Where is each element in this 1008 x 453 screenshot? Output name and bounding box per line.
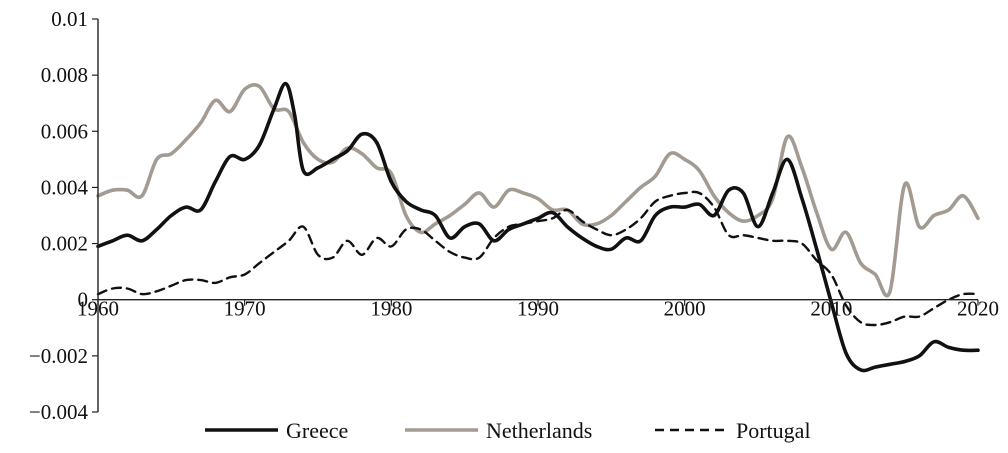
y-tick-label: 0.006 bbox=[41, 119, 88, 143]
y-tick-label: 0 bbox=[78, 288, 89, 312]
x-tick-label: 1980 bbox=[370, 297, 412, 321]
x-tick-label: 1990 bbox=[517, 297, 559, 321]
legend-label-greece: Greece bbox=[286, 418, 348, 443]
y-tick-label: 0.002 bbox=[41, 232, 88, 256]
legend-label-portugal: Portugal bbox=[736, 418, 811, 443]
series-line-portugal bbox=[96, 190, 980, 327]
legend: Greece Netherlands Portugal bbox=[205, 418, 811, 443]
legend-item-portugal: Portugal bbox=[655, 418, 811, 443]
series-layer bbox=[96, 81, 980, 373]
x-tick-label: 2010 bbox=[810, 297, 852, 321]
y-tick-label: 0.004 bbox=[41, 175, 89, 199]
y-tick-label: 0.008 bbox=[41, 63, 88, 87]
series-line-netherlands bbox=[96, 82, 980, 298]
x-tick-label: 1970 bbox=[224, 297, 266, 321]
y-tick-label: −0.002 bbox=[29, 344, 88, 368]
legend-item-netherlands: Netherlands bbox=[405, 418, 592, 443]
series-line-greece bbox=[96, 81, 980, 373]
x-tick-label: 1960 bbox=[77, 297, 119, 321]
x-tick-label: 2020 bbox=[957, 297, 999, 321]
x-tick-label: 2000 bbox=[664, 297, 706, 321]
y-tick-label: 0.01 bbox=[51, 7, 88, 31]
y-tick-label: −0.004 bbox=[29, 400, 89, 424]
legend-label-netherlands: Netherlands bbox=[486, 418, 592, 443]
legend-item-greece: Greece bbox=[205, 418, 348, 443]
ticks-layer: 0.01 0.008 0.006 0.004 0.002 0 −0.002 −0.004 196… bbox=[29, 7, 999, 424]
